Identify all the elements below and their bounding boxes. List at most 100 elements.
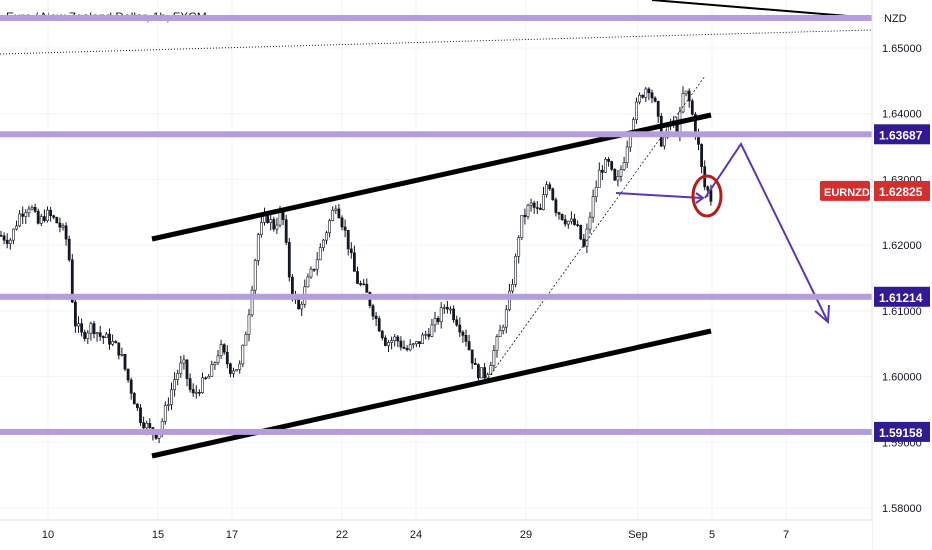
candle-body (535, 207, 539, 209)
candle-body (498, 330, 502, 337)
time-tick-label: 10 (42, 529, 54, 541)
candle-body (30, 206, 34, 210)
candle-body (194, 391, 198, 394)
candle-body (105, 333, 108, 339)
price-axis[interactable]: 1.580001.590001.600001.610001.620001.630… (820, 0, 930, 550)
symbol-badge (820, 180, 870, 201)
candle-body (480, 367, 483, 379)
candle-body (622, 162, 626, 170)
candle-body (610, 161, 614, 170)
candle-body (213, 362, 217, 366)
candle-body (433, 317, 437, 326)
time-tick-label: 15 (152, 529, 164, 541)
candle-body (644, 88, 648, 98)
candle-body (573, 218, 576, 225)
candle-body (576, 224, 580, 226)
candle-body (449, 308, 452, 311)
candle-body (229, 363, 232, 374)
candle-body (582, 238, 586, 247)
candle-body (551, 188, 555, 200)
candle-body (662, 136, 666, 147)
candle-body (61, 225, 65, 228)
candle-body (706, 186, 710, 191)
candle-body (256, 234, 260, 261)
price-tick-label: 1.60000 (882, 372, 922, 384)
dotted-rising-line (485, 75, 706, 382)
candle-body (232, 370, 235, 374)
candle-body (514, 255, 518, 285)
candle-body (495, 336, 499, 351)
candle-body (275, 224, 279, 230)
candle-body (98, 332, 102, 337)
candle-body (139, 407, 142, 423)
candle-body (545, 184, 549, 195)
candle-body (613, 168, 617, 181)
time-tick-label: Sep (628, 529, 648, 541)
candle-body (70, 259, 74, 303)
candle-body (439, 307, 443, 323)
candle-body (684, 90, 688, 94)
candle-body (365, 283, 369, 293)
candle-body (452, 308, 456, 321)
candle-body (5, 239, 9, 244)
candle-body (687, 90, 691, 102)
candle-body (414, 341, 418, 345)
candle-body (89, 323, 93, 334)
candle-body (383, 337, 387, 346)
level-band (0, 131, 872, 138)
candle-body (600, 169, 604, 173)
candle-body (585, 228, 589, 247)
candle-body (101, 336, 105, 339)
candle-body (15, 225, 18, 230)
candle-body (597, 169, 601, 188)
candle-body (287, 242, 291, 278)
candle-body (346, 230, 350, 250)
candle-body (114, 341, 118, 344)
candle-body (167, 404, 170, 406)
candle-body (284, 219, 288, 243)
connector-arrowhead (695, 192, 705, 204)
candle-body (517, 237, 521, 257)
price-level-badge (874, 124, 930, 145)
candle-body (281, 211, 285, 220)
candle-body (436, 317, 440, 323)
candle-body (650, 92, 654, 99)
candle-body (371, 305, 375, 317)
candle-body (476, 364, 480, 379)
candle-body (8, 239, 12, 244)
time-axis[interactable]: 10 15 17 22 24 29 Sep 5 7 (0, 519, 872, 550)
candle-body (616, 176, 620, 181)
candle-body (315, 259, 319, 270)
channel-lower-line (151, 328, 712, 459)
highlight-circle (691, 174, 723, 218)
candle-body (235, 369, 239, 372)
price-level-label: 1.63687 (879, 128, 923, 142)
candle-body (681, 93, 685, 113)
candle-body (340, 217, 344, 228)
candle-body (117, 342, 121, 356)
candle-body (690, 100, 694, 115)
currency-label: NZD (884, 13, 907, 25)
price-level-label: 1.59158 (879, 426, 923, 440)
time-tick-label: 22 (336, 529, 348, 541)
candle-body (507, 290, 511, 310)
candle-body (123, 354, 127, 370)
candle-body (325, 232, 328, 241)
candle-body (33, 206, 37, 212)
time-tick-label: 24 (410, 529, 422, 541)
candle-body (411, 343, 415, 346)
candle-body (467, 341, 471, 351)
candle-body (95, 332, 99, 335)
symbol-label: EURNZD (824, 187, 870, 199)
candle-body (343, 226, 347, 231)
candle-body (464, 335, 468, 342)
candle-body (563, 219, 567, 225)
price-level-label: 1.61214 (879, 291, 923, 305)
candle-body (607, 159, 611, 162)
price-tick-label: 1.65000 (882, 43, 922, 55)
candle-body (408, 344, 412, 351)
price-tick-label: 1.61000 (882, 306, 922, 318)
candle-body (55, 217, 59, 224)
candle-body (272, 219, 276, 230)
